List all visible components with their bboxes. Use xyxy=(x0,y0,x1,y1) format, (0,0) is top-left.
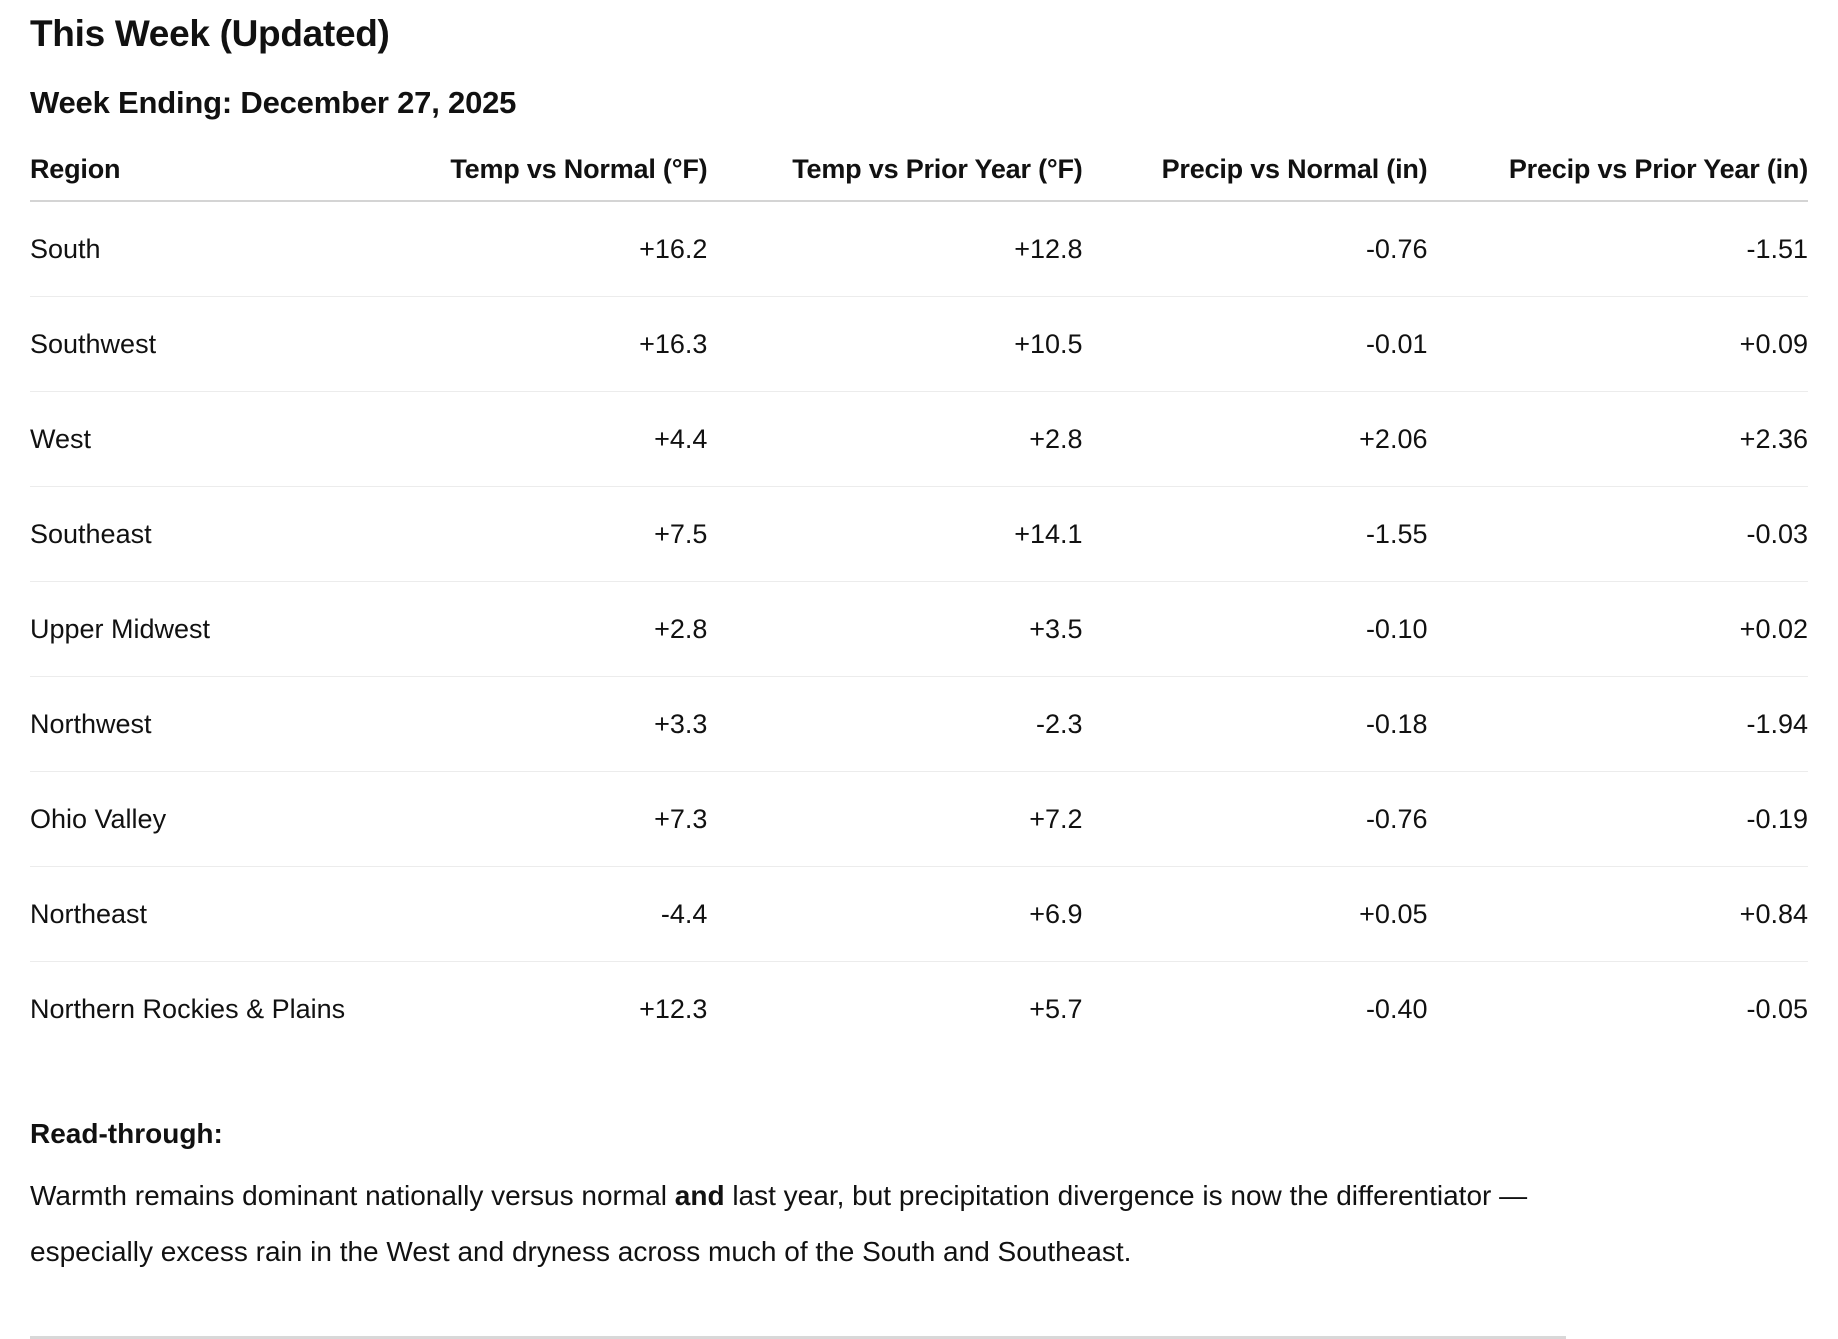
region-cell: Upper Midwest xyxy=(30,581,404,677)
table-row: Ohio Valley +7.3 +7.2 -0.76 -0.19 xyxy=(30,771,1808,867)
precip-vs-normal-cell: -1.55 xyxy=(1082,486,1428,582)
table-row: South +16.2 +12.8 -0.76 -1.51 xyxy=(30,201,1808,297)
week-ending-subtitle: Week Ending: December 27, 2025 xyxy=(30,85,517,120)
temp-vs-prior-cell: +3.5 xyxy=(707,581,1083,677)
precip-vs-prior-cell: -0.19 xyxy=(1427,771,1808,867)
temp-vs-normal-cell: +4.4 xyxy=(403,391,708,487)
readthrough-text-after: last year, but precipitation divergence … xyxy=(30,1180,1528,1267)
table-row: Upper Midwest +2.8 +3.5 -0.10 +0.02 xyxy=(30,581,1808,677)
document-body: This Week (Updated) Week Ending: Decembe… xyxy=(0,10,1838,1339)
precip-vs-normal-cell: -0.18 xyxy=(1082,676,1428,772)
precip-vs-normal-cell: -0.40 xyxy=(1365,994,1428,1024)
precip-vs-normal-cell: -0.76 xyxy=(1082,201,1428,297)
table-row: Northeast -4.4 +6.9 +0.05 +0.84 xyxy=(30,866,1808,962)
region-cell: West xyxy=(30,391,404,487)
precip-vs-prior-cell: -0.05 xyxy=(1746,994,1808,1024)
column-header-temp-vs-normal: Temp vs Normal (°F) xyxy=(403,154,708,202)
column-header-precip-vs-normal: Precip vs Normal (in) xyxy=(1082,154,1428,202)
temp-vs-normal-cell: +12.3 xyxy=(639,994,708,1024)
table-row: Northern Rockies & Plains +12.3 +5.7 -0.40 -… xyxy=(30,962,1808,1057)
temp-vs-prior-cell: +6.9 xyxy=(707,866,1083,962)
column-header-region: Region xyxy=(30,154,404,202)
temp-vs-prior-cell: +14.1 xyxy=(707,486,1083,582)
regions-table: Region Temp vs Normal (°F) Temp vs Prior… xyxy=(30,154,1808,1056)
readthrough-paragraph: Warmth remains dominant nationally versu… xyxy=(30,1168,1566,1280)
temp-vs-normal-cell: +7.3 xyxy=(403,771,708,867)
precip-vs-prior-cell: +0.09 xyxy=(1427,296,1808,392)
table-row: Northwest +3.3 -2.3 -0.18 -1.94 xyxy=(30,676,1808,772)
column-header-precip-vs-prior-year: Precip vs Prior Year (in) xyxy=(1427,154,1808,202)
precip-vs-prior-cell: -1.51 xyxy=(1427,201,1808,297)
table-row: Southwest +16.3 +10.5 -0.01 +0.09 xyxy=(30,296,1808,392)
temp-vs-prior-cell: +7.2 xyxy=(707,771,1083,867)
precip-vs-normal-cell: +2.06 xyxy=(1082,391,1428,487)
precip-vs-normal-cell: -0.01 xyxy=(1082,296,1428,392)
readthrough-bold-word: and xyxy=(674,1180,725,1211)
temp-vs-normal-cell: -4.4 xyxy=(403,866,708,962)
temp-vs-normal-cell: +3.3 xyxy=(403,676,708,772)
precip-vs-prior-cell: +0.84 xyxy=(1427,866,1808,962)
table-row: Southeast +7.5 +14.1 -1.55 -0.03 xyxy=(30,486,1808,582)
temp-vs-normal-cell: +2.8 xyxy=(403,581,708,677)
temp-vs-prior-cell: +5.7 xyxy=(1029,994,1083,1024)
precip-vs-prior-cell: -1.94 xyxy=(1427,676,1808,772)
precip-vs-prior-cell: +2.36 xyxy=(1427,391,1808,487)
table-body: South +16.2 +12.8 -0.76 -1.51 Southwest +16.3 +… xyxy=(30,201,1808,1056)
precip-vs-normal-cell: -0.76 xyxy=(1082,771,1428,867)
readthrough-text-before: Warmth remains dominant nationally versu… xyxy=(30,1180,675,1211)
table-row: West +4.4 +2.8 +2.06 +2.36 xyxy=(30,391,1808,487)
precip-vs-prior-cell: +0.02 xyxy=(1427,581,1808,677)
readthrough-heading: Read-through: xyxy=(30,1118,223,1149)
precip-vs-prior-cell: -0.03 xyxy=(1427,486,1808,582)
temp-vs-normal-cell: +7.5 xyxy=(403,486,708,582)
page-title: This Week (Updated) xyxy=(30,13,390,54)
temp-vs-prior-cell: +10.5 xyxy=(707,296,1083,392)
region-cell: Northern Rockies & Plains xyxy=(30,994,346,1024)
temp-vs-prior-cell: +2.8 xyxy=(707,391,1083,487)
region-cell: Northwest xyxy=(30,676,404,772)
region-cell: Northeast xyxy=(30,866,404,962)
temp-vs-prior-cell: -2.3 xyxy=(707,676,1083,772)
region-cell: South xyxy=(30,201,404,297)
table-header-row: Region Temp vs Normal (°F) Temp vs Prior… xyxy=(30,154,1808,202)
region-cell: Southwest xyxy=(30,296,404,392)
temp-vs-prior-cell: +12.8 xyxy=(707,201,1083,297)
region-cell: Southeast xyxy=(30,486,404,582)
column-header-temp-vs-prior-year: Temp vs Prior Year (°F) xyxy=(707,154,1083,202)
temp-vs-normal-cell: +16.3 xyxy=(403,296,708,392)
region-cell: Ohio Valley xyxy=(30,771,404,867)
precip-vs-normal-cell: -0.10 xyxy=(1082,581,1428,677)
temp-vs-normal-cell: +16.2 xyxy=(403,201,708,297)
precip-vs-normal-cell: +0.05 xyxy=(1082,866,1428,962)
